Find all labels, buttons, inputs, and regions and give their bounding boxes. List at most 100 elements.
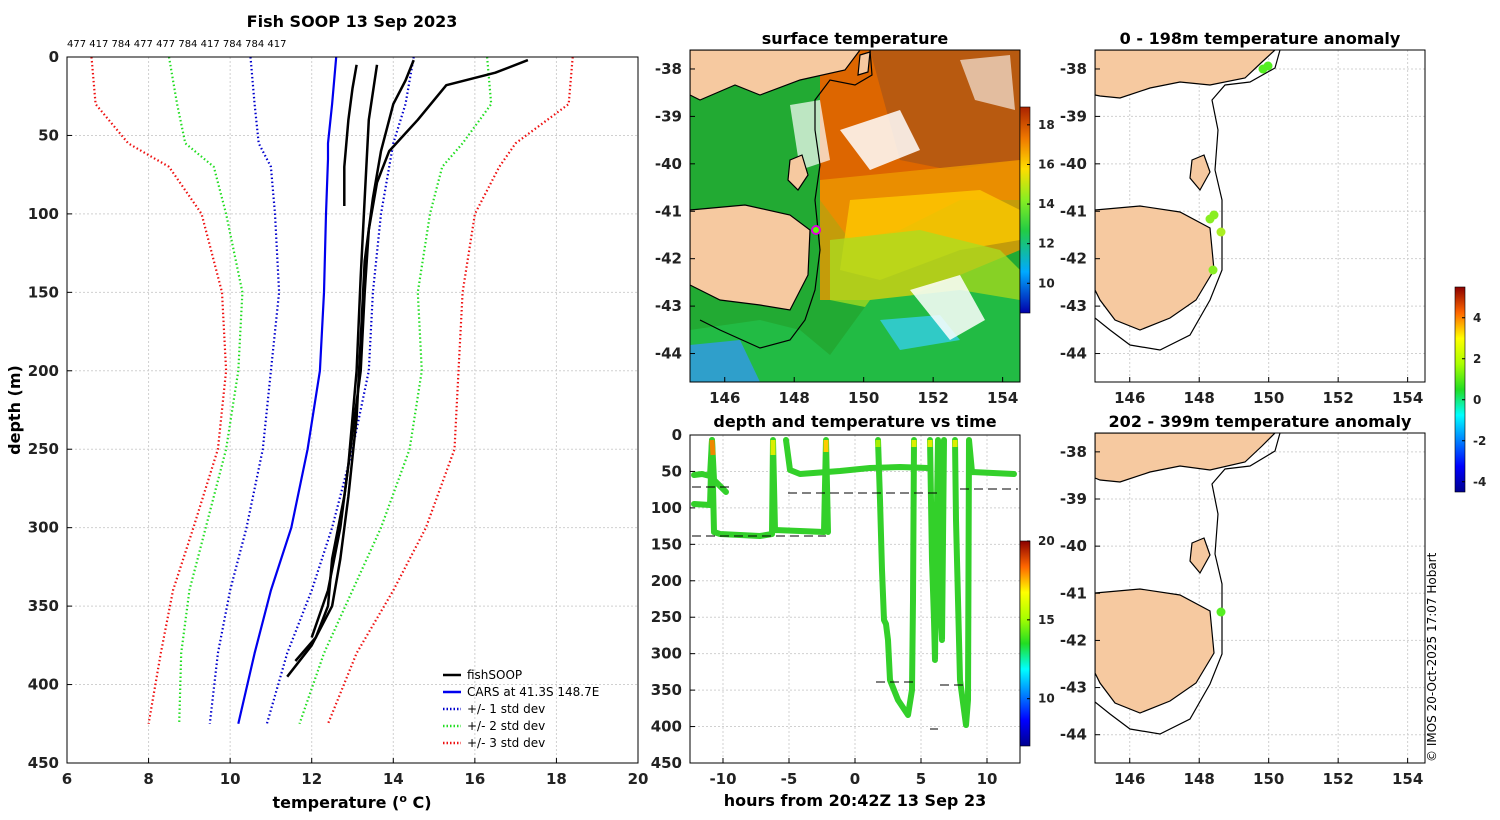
profile-xtick-2: 10 <box>220 770 241 788</box>
legend-label-3std: +/- 3 std dev <box>467 736 545 750</box>
anom-map-2-content <box>1095 433 1281 735</box>
ts-xtick-4: 10 <box>977 770 998 788</box>
sst-ytick-1: -39 <box>655 107 682 125</box>
sst-ytick-5: -43 <box>655 297 682 315</box>
sst-colorbar-ticks: 18 16 14 12 10 <box>1027 118 1055 290</box>
sst-map-panel: surface temperature 146 148 150 152 154 -38 -… <box>655 29 1055 407</box>
profile-series-0 <box>237 57 338 725</box>
ts-cb-tick-1: 15 <box>1038 613 1055 627</box>
anom-cb-tick-4: -4 <box>1473 475 1486 489</box>
anom1-xtick-0: 146 <box>1114 389 1145 407</box>
timeseries-tracks <box>691 437 1018 730</box>
anom-cb-tick-0: 4 <box>1473 311 1481 325</box>
sst-xtick-1: 148 <box>779 389 810 407</box>
timeseries-title: depth and temperature vs time <box>713 412 996 431</box>
sst-map-title: surface temperature <box>762 29 949 48</box>
anom2-ytick-1: -39 <box>1060 490 1087 508</box>
profile-ytick-7: 350 <box>28 597 59 615</box>
anom-map-1-xticks: 146 148 150 152 154 <box>1114 377 1423 407</box>
timeseries-yticks: 0 50 100 150 200 250 300 350 400 450 <box>651 426 695 772</box>
profile-ytick-4: 200 <box>28 362 59 380</box>
ts-ytick-9: 450 <box>651 754 682 772</box>
ts-ytick-4: 200 <box>651 572 682 590</box>
anom1-xtick-3: 152 <box>1323 389 1354 407</box>
profile-series-4 <box>298 57 493 725</box>
profile-xtick-3: 12 <box>301 770 322 788</box>
profile-series-3 <box>167 57 244 724</box>
ts-ytick-6: 300 <box>651 645 682 663</box>
anom-map-2-panel: 202 - 399m temperature anomaly 146 148 150… <box>1060 412 1426 788</box>
timeseries-xlabel: hours from 20:42Z 13 Sep 23 <box>724 791 986 810</box>
sst-colorbar <box>1019 106 1031 314</box>
profile-xtick-6: 18 <box>546 770 567 788</box>
timeseries-colorbar <box>1019 540 1031 747</box>
legend-label-cars: CARS at 41.3S 148.7E <box>467 685 599 699</box>
ts-ytick-5: 250 <box>651 608 682 626</box>
profile-panel: Fish SOOP 13 Sep 2023 477 417 784 477 47… <box>5 12 648 812</box>
sst-cb-tick-4: 10 <box>1038 276 1055 290</box>
profile-yticks: 0 50 100 150 200 250 300 350 400 450 <box>28 48 72 772</box>
anom1-xtick-4: 154 <box>1392 389 1423 407</box>
profile-series-6 <box>326 57 574 725</box>
anom2-ytick-5: -43 <box>1060 679 1087 697</box>
anom2-ytick-2: -40 <box>1060 537 1087 555</box>
profile-series-1 <box>208 57 281 724</box>
profile-xtick-7: 20 <box>628 770 649 788</box>
legend-label-fishsoop: fishSOOP <box>467 668 522 682</box>
sst-xtick-3: 152 <box>918 389 949 407</box>
anom-map-2-title: 202 - 399m temperature anomaly <box>1109 412 1412 431</box>
anom1-xtick-1: 148 <box>1184 389 1215 407</box>
profile-ytick-1: 50 <box>38 126 59 144</box>
profile-series-2 <box>265 57 415 725</box>
anom1-ytick-4: -42 <box>1060 250 1087 268</box>
profile-series-5 <box>90 57 228 724</box>
sst-cb-tick-3: 12 <box>1038 237 1055 251</box>
ts-cb-tick-0: 20 <box>1038 534 1055 548</box>
sst-xtick-0: 146 <box>709 389 740 407</box>
profile-legend: fishSOOP CARS at 41.3S 148.7E +/- 1 std … <box>443 668 599 750</box>
anom2-xtick-3: 152 <box>1323 770 1354 788</box>
profile-xtick-1: 8 <box>143 770 153 788</box>
sst-xtick-2: 150 <box>848 389 879 407</box>
anom-map-1-yticks: -38 -39 -40 -41 -42 -43 -44 <box>1060 60 1100 363</box>
profile-ytick-0: 0 <box>49 48 59 66</box>
anom2-ytick-3: -41 <box>1060 584 1087 602</box>
anom-cb-tick-2: 0 <box>1473 393 1481 407</box>
sst-cb-tick-0: 18 <box>1038 118 1055 132</box>
sst-ytick-6: -44 <box>655 345 682 363</box>
profile-frame <box>66 56 639 764</box>
sst-ytick-2: -40 <box>655 155 682 173</box>
ts-ytick-0: 0 <box>672 426 682 444</box>
anom2-xtick-0: 146 <box>1114 770 1145 788</box>
anom-map-1-content <box>1095 50 1281 351</box>
ts-ytick-8: 400 <box>651 718 682 736</box>
ts-cb-tick-2: 10 <box>1038 692 1055 706</box>
profile-ylabel: depth (m) <box>5 365 24 455</box>
profile-ytick-9: 450 <box>28 754 59 772</box>
sst-xtick-4: 154 <box>987 389 1018 407</box>
sst-cb-tick-1: 16 <box>1038 157 1055 171</box>
timeseries-colorbar-ticks: 20 15 10 <box>1027 534 1055 706</box>
profile-series-9 <box>343 64 358 206</box>
anom1-ytick-3: -41 <box>1060 202 1087 220</box>
anom-map-1-frame <box>1094 49 1426 383</box>
anom1-ytick-2: -40 <box>1060 155 1087 173</box>
legend-label-1std: +/- 1 std dev <box>467 702 545 716</box>
anom-cb-tick-1: 2 <box>1473 352 1481 366</box>
timeseries-panel: depth and temperature vs time -10 -5 0 <box>651 412 1055 810</box>
ts-xtick-0: -10 <box>709 770 736 788</box>
anom1-xtick-2: 150 <box>1253 389 1284 407</box>
profile-ytick-5: 250 <box>28 440 59 458</box>
legend-label-2std: +/- 2 std dev <box>467 719 545 733</box>
ts-xtick-3: 5 <box>916 770 926 788</box>
sst-ytick-0: -38 <box>655 60 682 78</box>
profile-xtick-0: 6 <box>62 770 72 788</box>
credit-text: © IMOS 20-Oct-2025 17:07 Hobart <box>1425 552 1439 762</box>
anom2-xtick-2: 150 <box>1253 770 1284 788</box>
anom2-xtick-4: 154 <box>1392 770 1423 788</box>
ts-xtick-2: 0 <box>850 770 860 788</box>
anom2-ytick-6: -44 <box>1060 726 1087 744</box>
profile-ids: 477 417 784 477 477 784 417 784 784 417 <box>67 39 286 50</box>
anom-colorbar <box>1454 286 1466 493</box>
